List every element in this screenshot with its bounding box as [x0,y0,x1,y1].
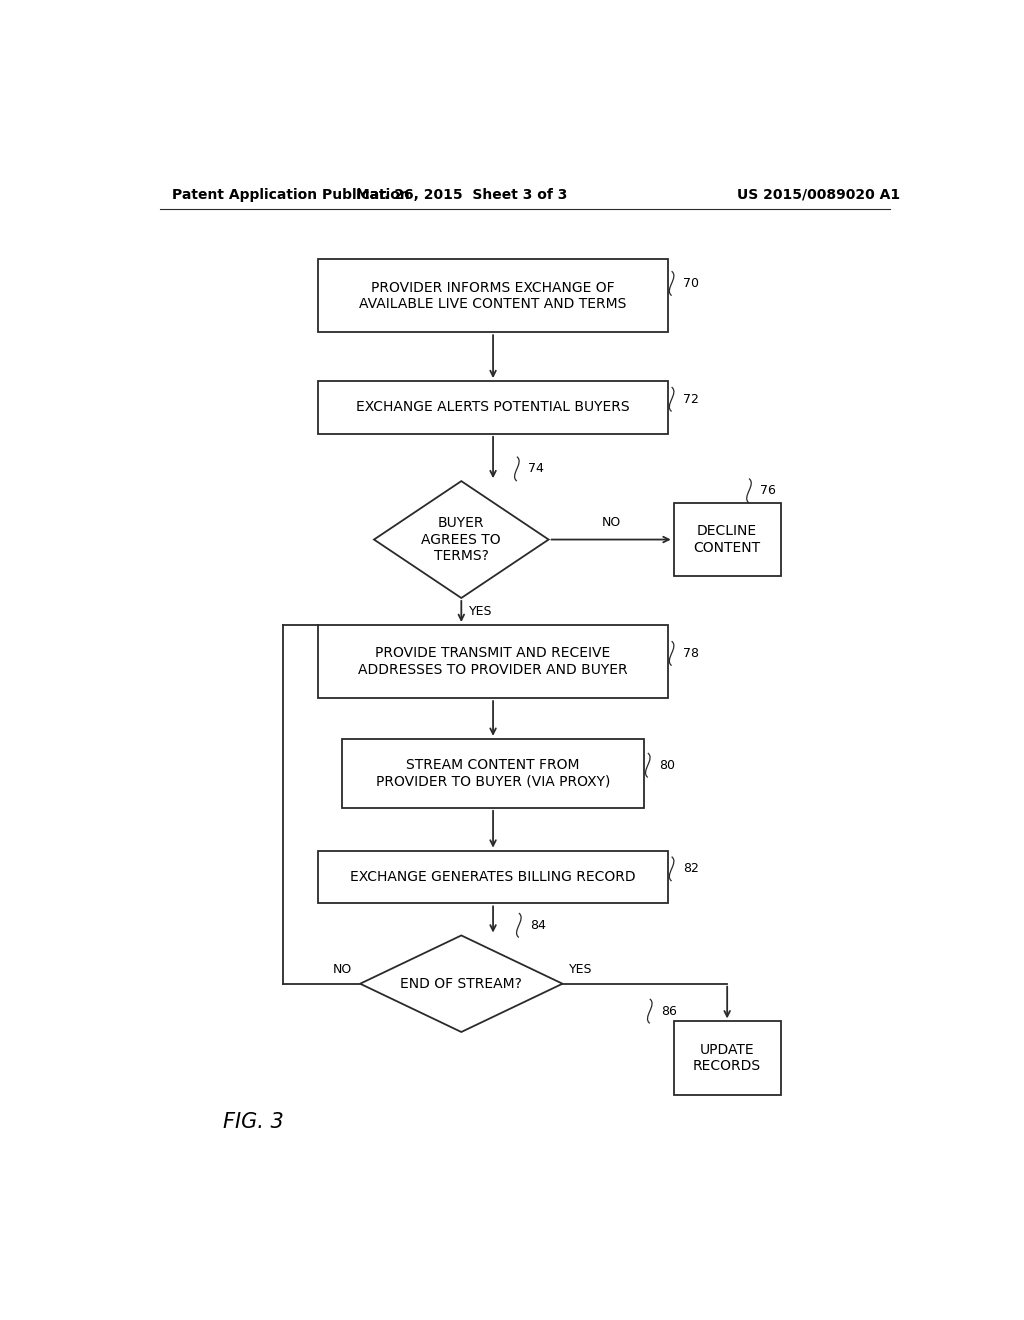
Text: US 2015/0089020 A1: US 2015/0089020 A1 [737,187,900,202]
Polygon shape [374,480,549,598]
Bar [342,739,644,808]
Text: 84: 84 [530,919,546,932]
Bar [318,259,668,333]
Text: EXCHANGE GENERATES BILLING RECORD: EXCHANGE GENERATES BILLING RECORD [350,870,636,884]
Text: STREAM CONTENT FROM
PROVIDER TO BUYER (VIA PROXY): STREAM CONTENT FROM PROVIDER TO BUYER (V… [376,758,610,788]
Text: 74: 74 [528,462,544,475]
Text: 78: 78 [683,647,698,660]
Text: END OF STREAM?: END OF STREAM? [400,977,522,991]
Text: 86: 86 [660,1005,677,1018]
Text: Mar. 26, 2015  Sheet 3 of 3: Mar. 26, 2015 Sheet 3 of 3 [355,187,567,202]
Text: DECLINE
CONTENT: DECLINE CONTENT [693,524,761,554]
Text: PROVIDE TRANSMIT AND RECEIVE
ADDRESSES TO PROVIDER AND BUYER: PROVIDE TRANSMIT AND RECEIVE ADDRESSES T… [358,647,628,677]
Text: Patent Application Publication: Patent Application Publication [172,187,410,202]
Bar [674,1022,780,1094]
Text: EXCHANGE ALERTS POTENTIAL BUYERS: EXCHANGE ALERTS POTENTIAL BUYERS [356,400,630,414]
Text: 76: 76 [760,484,776,498]
Text: UPDATE
RECORDS: UPDATE RECORDS [693,1043,761,1073]
Text: BUYER
AGREES TO
TERMS?: BUYER AGREES TO TERMS? [422,516,501,562]
Text: 82: 82 [683,862,698,875]
Text: YES: YES [469,605,493,618]
Polygon shape [360,936,562,1032]
Text: YES: YES [569,962,592,975]
Bar [674,503,780,576]
Text: 70: 70 [683,277,698,290]
Text: FIG. 3: FIG. 3 [223,1111,284,1133]
Text: 72: 72 [683,393,698,405]
Text: 80: 80 [658,759,675,772]
Text: PROVIDER INFORMS EXCHANGE OF
AVAILABLE LIVE CONTENT AND TERMS: PROVIDER INFORMS EXCHANGE OF AVAILABLE L… [359,281,627,310]
Bar [318,624,668,698]
Bar [318,381,668,434]
Text: NO: NO [333,962,352,975]
Text: NO: NO [601,516,621,529]
Bar [318,850,668,903]
